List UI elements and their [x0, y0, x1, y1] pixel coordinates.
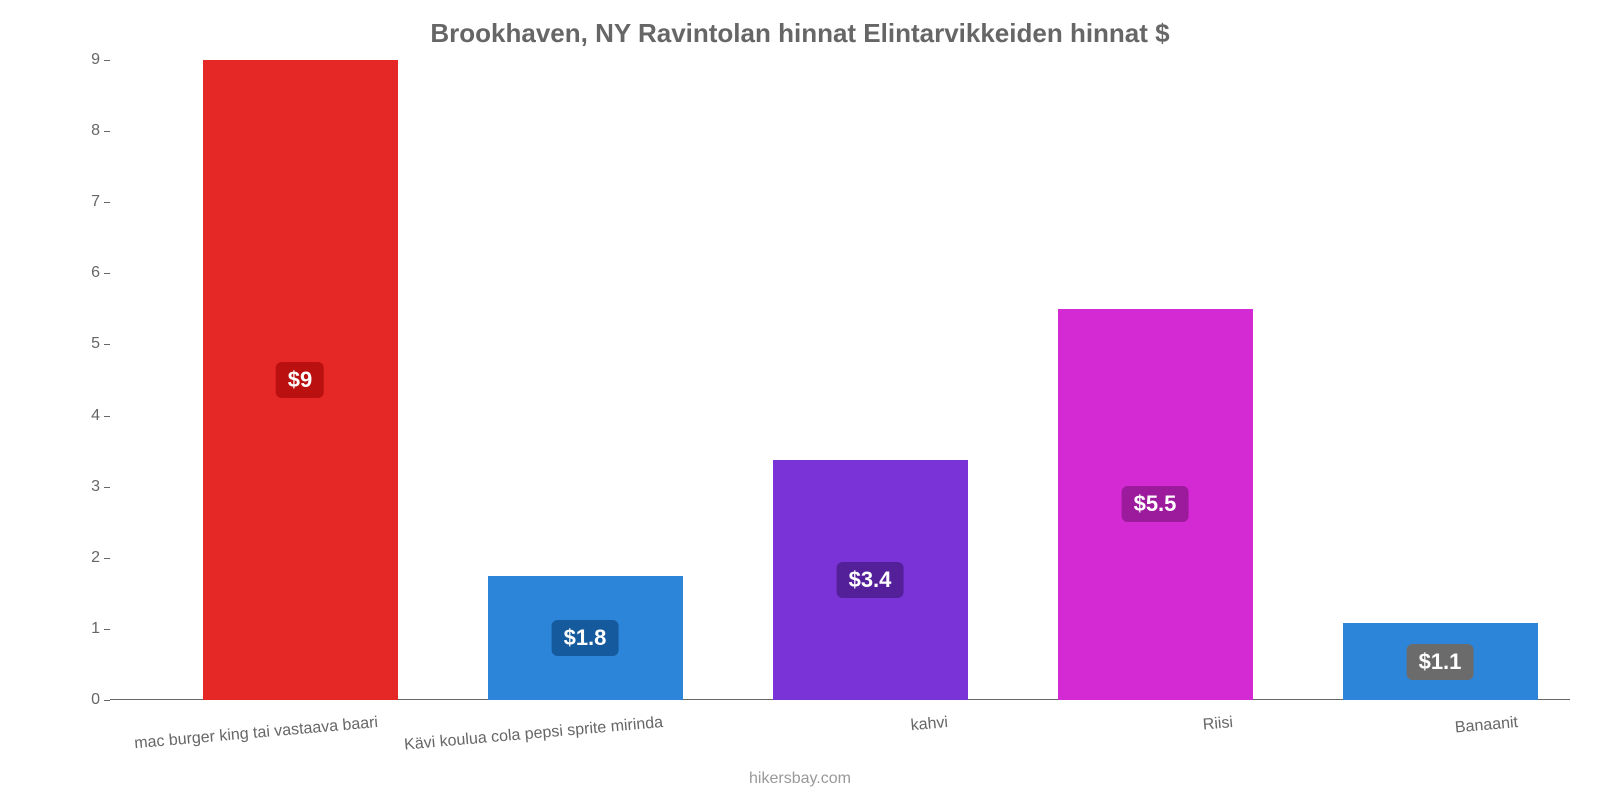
x-tick-label: Kävi koulua cola pepsi sprite mirinda	[403, 714, 663, 755]
bar-value-badge: $3.4	[837, 562, 904, 598]
x-tick-label: kahvi	[909, 714, 948, 735]
y-tick-label: 3	[91, 478, 110, 496]
y-tick-label: 7	[91, 193, 110, 211]
y-tick-label: 1	[91, 620, 110, 638]
bar-value-badge: $1.1	[1407, 644, 1474, 680]
y-tick-label: 0	[91, 691, 110, 709]
y-tick-label: 2	[91, 549, 110, 567]
y-tick-label: 6	[91, 264, 110, 282]
x-tick-label: Riisi	[1202, 714, 1234, 735]
chart-source-footer: hikersbay.com	[0, 770, 1600, 788]
bar-value-badge: $9	[276, 362, 324, 398]
y-tick-label: 8	[91, 122, 110, 140]
x-tick-label: Banaanit	[1454, 714, 1519, 737]
price-bar-chart: Brookhaven, NY Ravintolan hinnat Elintar…	[0, 0, 1600, 800]
chart-title: Brookhaven, NY Ravintolan hinnat Elintar…	[0, 18, 1600, 49]
y-tick-label: 5	[91, 335, 110, 353]
x-tick-label: mac burger king tai vastaava baari	[133, 714, 378, 753]
y-tick-label: 9	[91, 51, 110, 69]
y-tick-label: 4	[91, 407, 110, 425]
plot-area: 0123456789$9mac burger king tai vastaava…	[110, 60, 1570, 700]
bar-value-badge: $1.8	[552, 620, 619, 656]
bar-value-badge: $5.5	[1122, 486, 1189, 522]
